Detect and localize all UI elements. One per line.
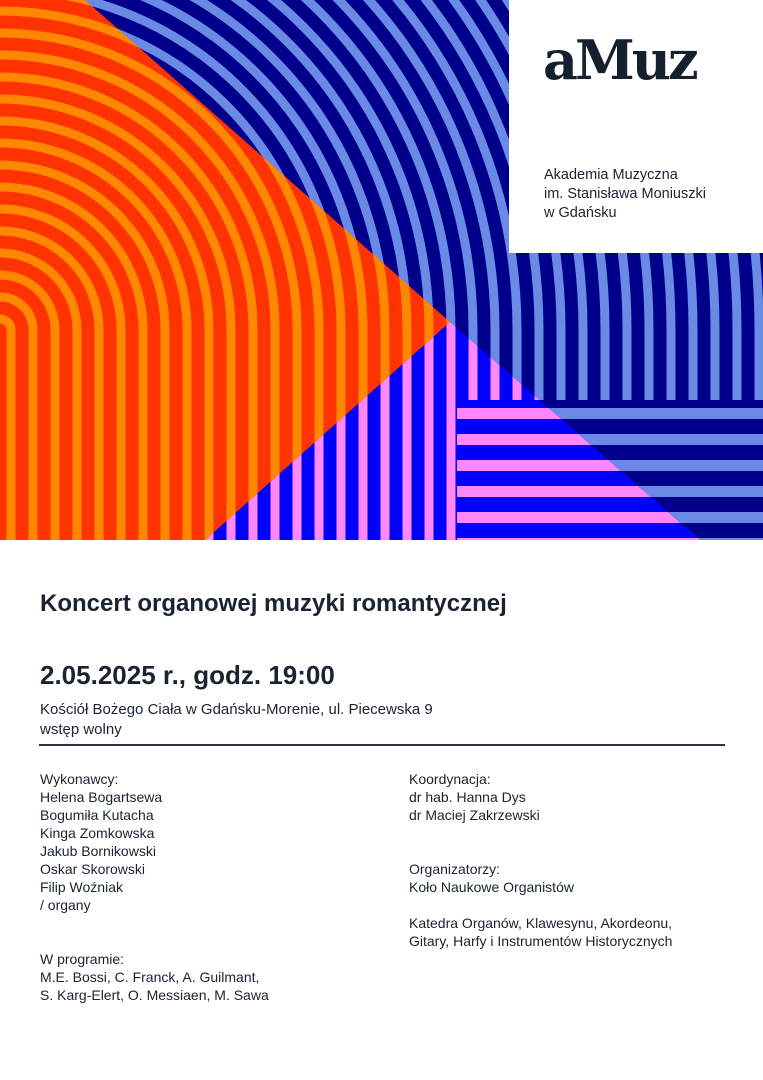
stripe: [0, 226, 104, 540]
stripe: [0, 116, 214, 540]
program-heading: W programie:: [40, 951, 125, 967]
coordinator: dr Maciej Zakrzewski: [409, 807, 540, 823]
program-line: S. Karg-Elert, O. Messiaen, M. Sawa: [40, 987, 269, 1003]
organizer: Koło Naukowe Organistów: [409, 879, 574, 895]
coordination-heading: Koordynacja:: [409, 771, 491, 787]
stripe: [392, 0, 522, 540]
right-column: Koordynacja: dr hab. Hanna Dys dr Maciej…: [409, 770, 672, 950]
stripe: [0, 248, 82, 540]
stripe: [0, 314, 16, 540]
stripe: [457, 538, 700, 540]
stripe: [266, 0, 434, 540]
stripe: [0, 28, 302, 540]
department: Katedra Organów, Klawesynu, Akordeonu,: [409, 915, 673, 931]
event-date: 2.05.2025 r., godz. 19:00: [40, 660, 335, 690]
institution-line: Akademia Muzyczna: [544, 167, 678, 183]
stripe: [300, 0, 456, 540]
stripe: [457, 460, 700, 471]
stripe: [457, 512, 700, 523]
stripe: [332, 0, 478, 540]
stripe: [0, 72, 258, 540]
stripe: [230, 0, 412, 540]
divider: [39, 744, 725, 746]
venue-address: Kościół Bożego Ciała w Gdańsku-Morenie, …: [40, 701, 433, 718]
institution-name: Akademia Muzyczna im. Stanisława Moniusz…: [544, 166, 706, 223]
stripe: [0, 204, 126, 540]
instrument: / organy: [40, 897, 91, 913]
department: Gitary, Harfy i Instrumentów Historyczny…: [409, 933, 673, 949]
stripe: [0, 160, 170, 540]
performer: Filip Woźniak: [40, 879, 123, 895]
performer: Kinga Zomkowska: [40, 825, 155, 841]
coordinator: dr hab. Hanna Dys: [409, 789, 526, 805]
performer: Bogumiła Kutacha: [40, 807, 154, 823]
stripe: [457, 434, 763, 445]
left-column: Wykonawcy: Helena Bogartsewa Bogumiła Ku…: [40, 770, 269, 1004]
organizers-heading: Organizatorzy:: [409, 861, 501, 877]
event-title: Koncert organowej muzyki romantycznej: [40, 590, 507, 617]
stripe: [0, 50, 280, 540]
stripe: [0, 138, 192, 540]
stripe: [0, 182, 148, 540]
stripe: [457, 408, 763, 419]
performer: Helena Bogartsewa: [40, 789, 163, 805]
stripe: [457, 486, 700, 497]
stripe: [0, 292, 38, 540]
logo-panel: aMuz Akademia Muzyczna im. Stanisława Mo…: [509, 0, 763, 253]
institution-line: im. Stanisława Moniuszki: [544, 186, 706, 202]
stripe: [0, 270, 60, 540]
stripe: [457, 434, 700, 445]
stripe: [0, 94, 236, 540]
performers-heading: Wykonawcy:: [40, 771, 119, 787]
stripe: [189, 0, 390, 540]
event-venue: Kościół Bożego Ciała w Gdańsku-Morenie, …: [40, 700, 433, 740]
stripe: [362, 0, 500, 540]
program-line: M.E. Bossi, C. Franck, A. Guilmant,: [40, 969, 260, 985]
performer: Oskar Skorowski: [40, 861, 146, 877]
amuz-logo: aMuz: [543, 28, 699, 92]
admission: wstęp wolny: [40, 721, 122, 738]
institution-line: w Gdańsku: [544, 205, 617, 221]
performer: Jakub Bornikowski: [40, 843, 156, 859]
